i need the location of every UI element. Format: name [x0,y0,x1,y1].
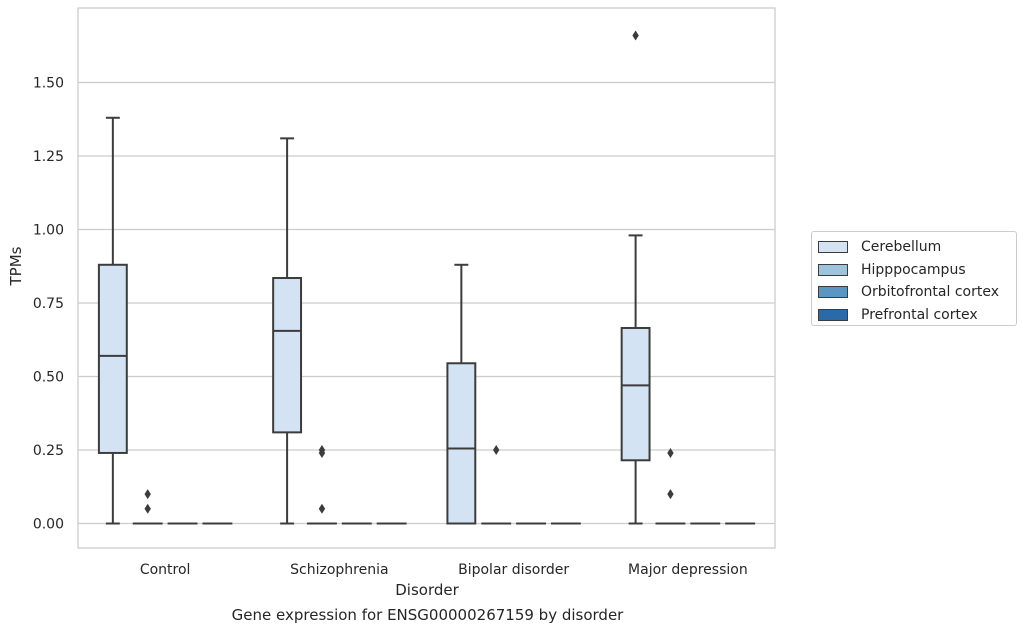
legend-swatch [818,241,848,254]
box-hipppocampus [132,489,163,525]
legend-label: Prefrontal cortex [861,306,978,323]
y-tick-label: 0.00 [33,517,64,533]
box-series [97,30,756,525]
iqr-box [97,263,128,454]
legend: Cerebellum Hipppocampus Orbitofrontal cort… [811,231,1017,326]
legend-item: Orbitofrontal cortex [818,281,1010,304]
box-cerebellum [97,116,128,525]
x-tick-label: Control [140,562,191,578]
outlier-point [318,447,326,458]
iqr-box [446,362,477,525]
gridlines [78,81,775,525]
x-tick-label: Bipolar disorder [458,562,569,578]
outlier-point [318,503,326,514]
legend-item: Hipppocampus [818,259,1010,282]
outlier-point [144,503,151,514]
outlier-point [667,489,674,500]
box-hipppocampus [481,445,512,525]
legend-item: Cerebellum [818,236,1010,259]
box-cerebellum [272,137,303,525]
outlier-point [667,447,674,458]
legend-label: Hipppocampus [861,261,966,278]
y-tick-label: 0.75 [33,296,64,312]
y-tick-labels: 0.00 0.25 0.50 0.75 1.00 1.25 1.50 [33,76,64,533]
box-hipppocampus [307,445,337,525]
y-tick-label: 1.00 [33,223,64,239]
iqr-box [620,326,651,462]
y-axis-label: TPMs [7,246,25,286]
y-tick-label: 1.25 [33,149,64,165]
outlier-point [144,489,151,500]
x-tick-label: Major depression [628,562,748,578]
legend-item: Prefrontal cortex [818,304,1010,327]
chart-caption: Gene expression for ENSG00000267159 by d… [231,606,624,624]
plot-frame [77,7,776,549]
x-axis-label: Disorder [395,581,459,599]
box-cerebellum [446,263,477,525]
outlier-point [632,30,639,41]
iqr-box [272,277,303,434]
y-tick-label: 0.50 [33,370,64,386]
x-tick-labels: Control Schizophrenia Bipolar disorder Majo… [140,562,748,578]
y-tick-label: 0.25 [33,443,64,459]
legend-swatch [818,308,848,321]
legend-swatch [818,263,848,276]
legend-swatch [818,286,848,299]
y-tick-label: 1.50 [33,76,64,92]
legend-label: Orbitofrontal cortex [861,284,999,301]
box-cerebellum [620,30,651,525]
box-hipppocampus [655,447,686,525]
x-tick-label: Schizophrenia [290,562,388,578]
legend-label: Cerebellum [861,239,942,256]
outlier-point [493,445,500,455]
